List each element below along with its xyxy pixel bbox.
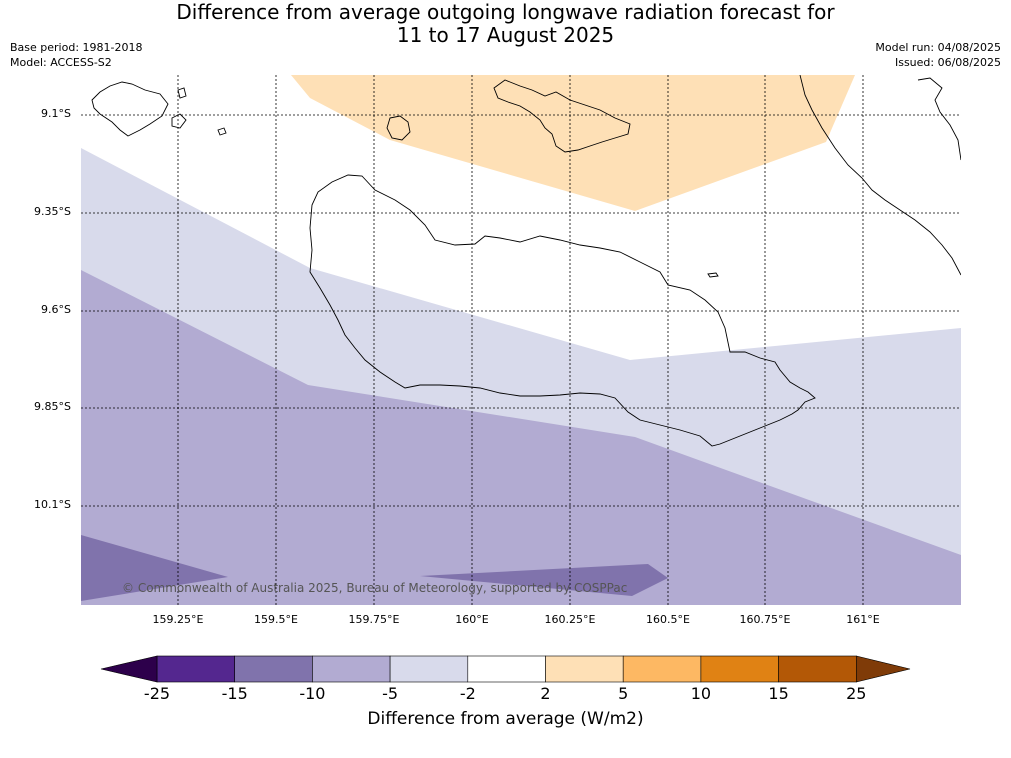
gridlines: [81, 75, 961, 605]
model-run: Model run: 04/08/2025: [875, 41, 1001, 54]
coastlines: [91, 75, 961, 447]
colorbar-segment: [389, 655, 469, 683]
map-area: [81, 75, 961, 605]
colorbar-tick-label: -5: [382, 684, 399, 703]
lon-label: 160°E: [455, 613, 489, 626]
coastline-malaita: [799, 75, 961, 276]
coastline-florida-islands: [493, 79, 631, 153]
colorbar-title: Difference from average (W/m2): [367, 709, 644, 729]
colorbar-segment: [778, 655, 857, 683]
lat-label: 9.1°S: [41, 107, 71, 120]
coastline-islet-3: [707, 272, 719, 278]
colorbar-extend-high: [855, 655, 911, 683]
colorbar-tick-label: 2: [540, 684, 551, 703]
lon-label: 161°E: [846, 613, 880, 626]
meta-left: Base period: 1981-2018 Model: ACCESS-S2: [10, 40, 142, 70]
coastline-tulagi: [386, 115, 411, 141]
colorbar-segment: [312, 655, 391, 683]
lon-label: 160.25°E: [544, 613, 596, 626]
colorbar-segment: [700, 655, 779, 683]
lat-label: 9.35°S: [34, 205, 71, 218]
colorbar-tick-label: -15: [221, 684, 248, 703]
lon-label: 159.5°E: [254, 613, 298, 626]
title-line-1: Difference from average outgoing longwav…: [176, 0, 835, 24]
lat-label: 9.85°S: [34, 400, 71, 413]
coastline-malaita-north: [917, 77, 961, 161]
colorbar-tick-label: -25: [143, 684, 171, 703]
base-period: Base period: 1981-2018: [10, 41, 143, 54]
colorbar-segment: [156, 655, 235, 683]
colorbar-tick-label: 10: [690, 684, 712, 703]
colorbar-segment: [467, 655, 546, 683]
title-line-2: 11 to 17 August 2025: [396, 23, 615, 47]
coastline-russell-islands: [91, 81, 169, 137]
colorbar: [100, 655, 911, 683]
colorbar-extend-low: [100, 655, 158, 683]
colorbar-segment: [234, 655, 313, 683]
colorbar-segment: [622, 655, 702, 683]
region-plus2-to-plus5: [291, 75, 855, 211]
copyright-notice: © Commonwealth of Australia 2025, Bureau…: [122, 581, 628, 595]
colorbar-tick-label: 25: [846, 684, 867, 703]
meta-right: Model run: 04/08/2025 Issued: 06/08/2025: [875, 40, 1001, 70]
issued-date: Issued: 06/08/2025: [894, 56, 1001, 69]
colorbar-tick-label: -2: [459, 684, 476, 703]
coastline-islet-2: [217, 127, 227, 136]
model-name: Model: ACCESS-S2: [10, 56, 112, 69]
colorbar-tick-label: 5: [618, 684, 629, 703]
lon-label: 160.75°E: [739, 613, 791, 626]
colorbar-segment: [545, 655, 624, 683]
lon-label: 160.5°E: [646, 613, 690, 626]
region-minus10-to-minus15-central: [420, 564, 668, 596]
lon-label: 159.75°E: [348, 613, 400, 626]
lat-label: 10.1°S: [34, 498, 71, 511]
lon-label: 159.25°E: [152, 613, 204, 626]
region-minus5-to-minus10: [81, 270, 961, 605]
lat-label: 9.6°S: [41, 303, 71, 316]
colorbar-tick-label: -10: [299, 684, 326, 703]
coastline-islet-4: [177, 87, 187, 99]
region-minus10-to-minus15-west: [81, 535, 228, 601]
coastline-guadalcanal: [309, 174, 816, 447]
colorbar-tick-label: 15: [768, 684, 789, 703]
